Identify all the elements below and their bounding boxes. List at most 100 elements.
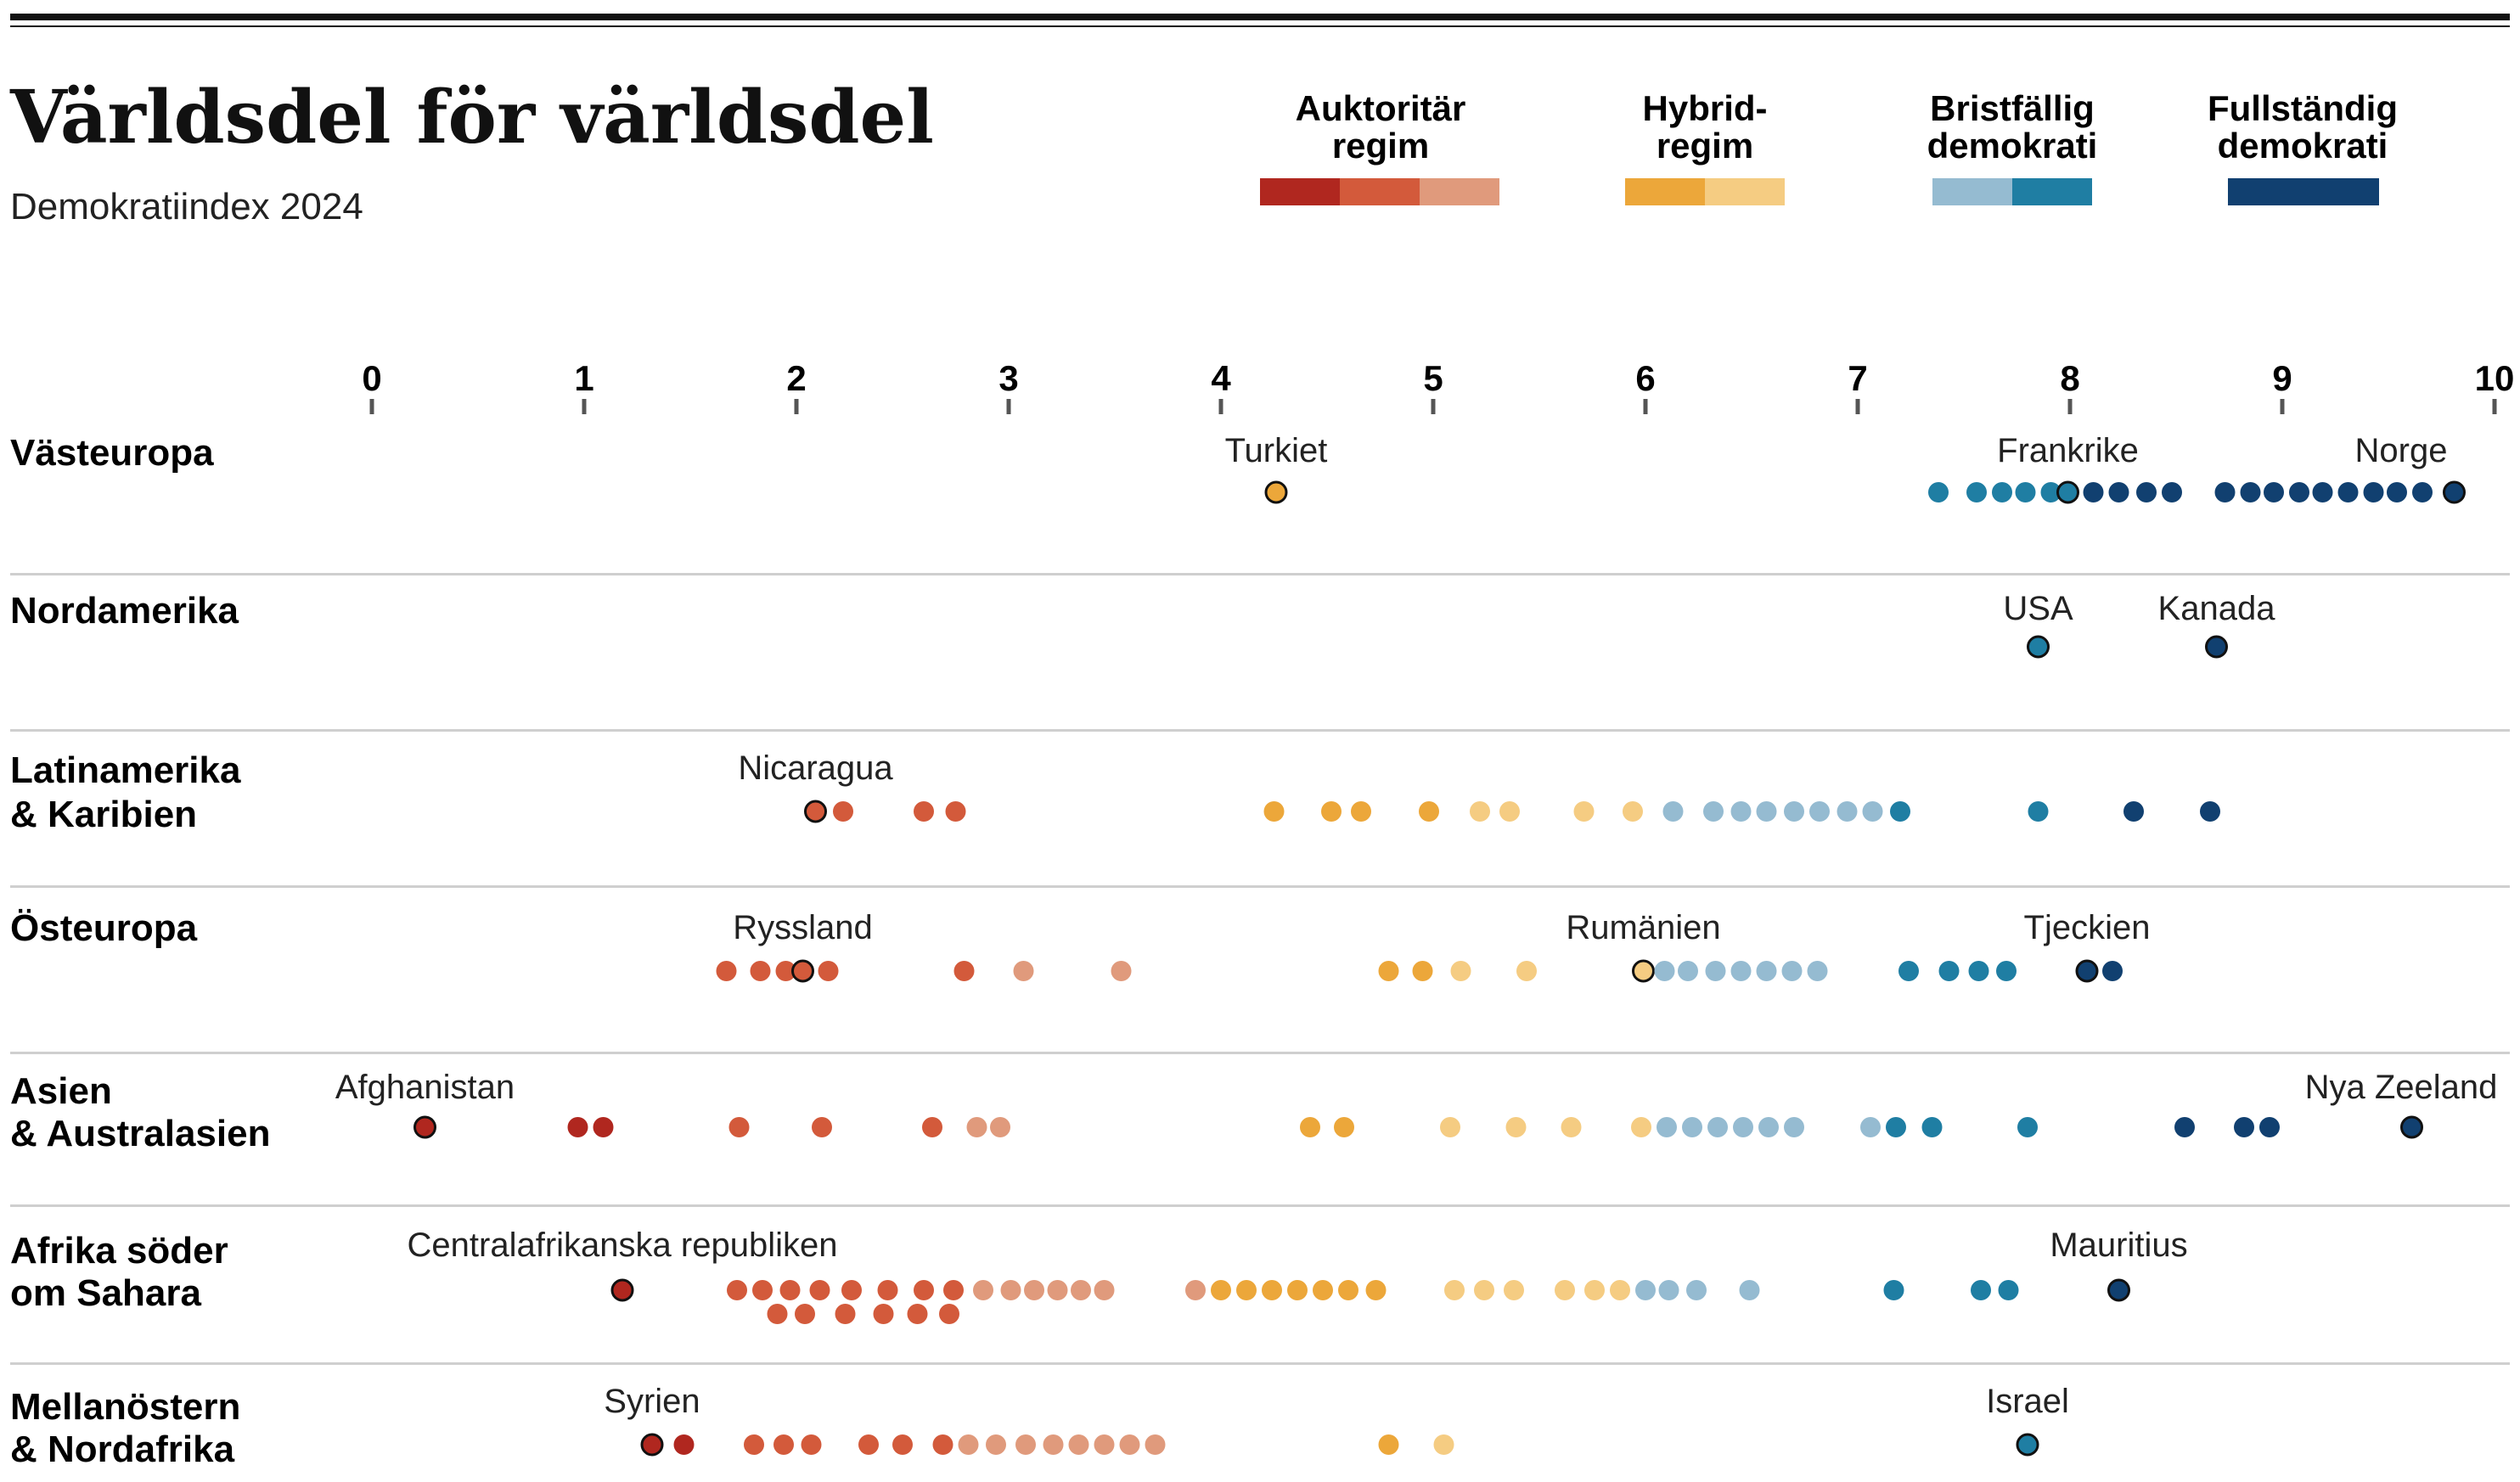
country-dot <box>1412 961 1433 981</box>
country-dot <box>1584 1280 1605 1300</box>
country-dot <box>1705 961 1726 981</box>
country-dot <box>892 1434 913 1455</box>
country-dot <box>812 1117 832 1137</box>
country-dot <box>1784 1117 1804 1137</box>
country-dot <box>877 1280 898 1300</box>
country-dot <box>1000 1280 1021 1300</box>
x-tick-label: 10 <box>2475 358 2515 398</box>
x-tick-label: 2 <box>786 358 806 398</box>
highlighted-country-dot <box>610 1278 634 1302</box>
regions: Västeuropa Turkiet Frankrike Norge Nordameri… <box>10 432 2510 1470</box>
country-dot <box>1807 961 1828 981</box>
legend-item-2: Hybrid-regim <box>1625 88 1785 205</box>
legend-swatch <box>1625 178 1705 205</box>
country-dot <box>1678 961 1698 981</box>
region-row-3: Latinamerika& Karibien Nicaragua <box>10 749 2510 888</box>
legend-label-line1: Bristfällig <box>1930 88 2095 128</box>
country-label: Israel <box>1986 1383 2069 1420</box>
country-dot <box>2017 1117 2038 1137</box>
country-dot <box>2387 482 2407 502</box>
country-dot <box>2363 482 2384 502</box>
highlighted-country-dot <box>640 1433 664 1457</box>
country-label: Nya Zeeland <box>2305 1069 2498 1106</box>
country-dot <box>2015 482 2036 502</box>
region-name: Latinamerika <box>10 749 241 791</box>
country-dot <box>833 801 853 822</box>
region-name: Nordamerika <box>10 590 239 632</box>
country-dot <box>2200 801 2220 822</box>
country-dot <box>1236 1280 1257 1300</box>
country-dot <box>1440 1117 1460 1137</box>
country-dot <box>1883 1280 1904 1300</box>
country-dot <box>1365 1280 1387 1300</box>
country-dot <box>907 1304 928 1324</box>
country-dot <box>1262 1280 1282 1300</box>
country-dot <box>1898 961 1919 981</box>
country-dot <box>1024 1280 1044 1300</box>
country-dot <box>1555 1280 1575 1300</box>
country-dot <box>1968 961 1989 981</box>
country-dot <box>1351 801 1371 822</box>
country-dot <box>2289 482 2309 502</box>
country-dot <box>1516 961 1537 981</box>
country-label: Kanada <box>2158 590 2276 627</box>
country-dot <box>943 1280 964 1300</box>
country-dot <box>1094 1434 1115 1455</box>
x-tick-mark <box>582 399 587 414</box>
country-dot <box>1966 482 1987 502</box>
country-dot <box>2123 801 2144 822</box>
region-row-5: Asien& Australasien Afghanistan Nya Zeelan… <box>10 1069 2510 1207</box>
country-dot <box>2337 482 2359 502</box>
country-dot <box>2028 801 2049 822</box>
country-dot <box>1662 801 1684 822</box>
country-dot <box>1043 1434 1064 1455</box>
country-dot <box>1573 801 1595 822</box>
country-dot <box>858 1434 879 1455</box>
highlighted-country-dot <box>791 959 814 983</box>
country-dot <box>945 801 966 822</box>
country-dot <box>973 1280 993 1300</box>
x-tick-mark <box>2492 399 2497 414</box>
country-dot <box>1809 801 1830 822</box>
row-separator <box>10 1204 2510 1207</box>
country-dot <box>1686 1280 1707 1300</box>
region-row-7: Mellanöstern& Nordafrika Syrien Israel <box>10 1383 2069 1470</box>
country-label: Rumänien <box>1566 909 1720 946</box>
country-dot <box>939 1304 959 1324</box>
x-tick-mark <box>1218 399 1223 414</box>
country-dot <box>1758 1117 1779 1137</box>
country-dot <box>1657 1117 1677 1137</box>
region-row-2: Nordamerika USA Kanada <box>10 590 2510 732</box>
country-dot <box>1561 1117 1582 1137</box>
country-label: Syrien <box>604 1383 700 1420</box>
country-dot <box>2259 1117 2280 1137</box>
country-dot <box>990 1117 1010 1137</box>
country-dot <box>801 1434 822 1455</box>
highlighted-country-dot <box>2107 1278 2130 1302</box>
country-dot <box>1682 1117 1702 1137</box>
country-dot <box>1450 961 1471 981</box>
country-dot <box>922 1117 942 1137</box>
country-dot <box>1781 961 1803 981</box>
country-dot <box>1338 1280 1358 1300</box>
country-dot <box>1837 801 1858 822</box>
legend-swatch <box>1932 178 2012 205</box>
country-dot <box>1047 1280 1068 1300</box>
country-dot <box>1730 801 1752 822</box>
country-label: Centralafrikanska republiken <box>408 1227 838 1264</box>
x-tick-label: 6 <box>1635 358 1655 398</box>
country-dot <box>809 1280 830 1300</box>
x-tick-label: 5 <box>1423 358 1443 398</box>
country-dot <box>1094 1280 1115 1300</box>
country-dot <box>1756 801 1777 822</box>
country-dot <box>773 1434 794 1455</box>
x-tick-mark <box>1855 399 1860 414</box>
legend-swatch <box>2228 178 2379 205</box>
x-tick-mark <box>1643 399 1648 414</box>
x-tick-label: 8 <box>2060 358 2079 398</box>
top-rule-thin <box>10 25 2510 27</box>
region-name: & Australasien <box>10 1113 270 1154</box>
region-name: Afrika söder <box>10 1230 228 1271</box>
